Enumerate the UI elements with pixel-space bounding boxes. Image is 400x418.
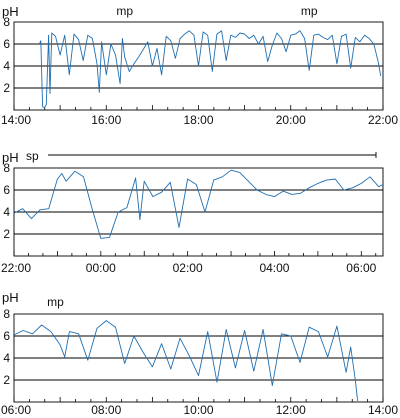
y-tick-label: 4: [3, 205, 10, 219]
y-tick-label: 4: [3, 59, 10, 73]
y-tick-label: 2: [3, 227, 10, 241]
y-tick-label: 4: [3, 351, 10, 365]
annotation-label: mp: [301, 4, 318, 18]
x-tick-label: 16:00: [91, 113, 121, 127]
panel-3: pH 2 4 6 8 06:00 08:00 10:00 12:00 14:00 mp: [1, 290, 398, 417]
y-axis-label-1: pH: [2, 4, 19, 19]
x-tick-label: 10:00: [183, 403, 213, 417]
y-tick-label: 2: [3, 81, 10, 95]
annotation-label: mp: [116, 4, 133, 18]
x-tick-label: 02:00: [173, 261, 203, 275]
y-tick-label: 8: [3, 161, 10, 175]
x-tick-label: 00:00: [86, 261, 116, 275]
x-tick-label: 20:00: [276, 113, 306, 127]
ph-trace: [13, 169, 384, 239]
y-axis-label-3: pH: [2, 290, 19, 305]
x-tick-label: 04:00: [259, 261, 289, 275]
y-tick-label: 8: [3, 15, 10, 29]
y-tick-label: 6: [3, 37, 10, 51]
x-tick-label: 14:00: [1, 113, 31, 127]
y-tick-label: 6: [3, 329, 10, 343]
x-tick-label: 14:00: [368, 403, 398, 417]
y-tick-label: 6: [3, 183, 10, 197]
x-tick-label: 22:00: [368, 113, 398, 127]
x-tick-label: 22:00: [1, 261, 31, 275]
annotation-label: sp: [26, 149, 39, 163]
ph-trace: [38, 30, 382, 109]
x-tick-label: 08:00: [91, 403, 121, 417]
annotation-label: mp: [47, 295, 64, 309]
y-tick-label: 8: [3, 307, 10, 321]
x-tick-label: 12:00: [276, 403, 306, 417]
panel-1: pH 2 4 6 8 14:00 16:00 18:00 20:00 22:00 mp mp: [1, 4, 398, 127]
x-tick-label: 18:00: [183, 113, 213, 127]
y-tick-label: 2: [3, 373, 10, 387]
ph-trace: [13, 320, 359, 401]
panel-2: pH 2 4 6 8 22:00 00:00 02:00 04:00 06:00 sp: [1, 149, 384, 275]
y-axis-label-2: pH: [2, 150, 19, 165]
x-tick-label: 06:00: [1, 403, 31, 417]
x-tick-label: 06:00: [346, 261, 376, 275]
